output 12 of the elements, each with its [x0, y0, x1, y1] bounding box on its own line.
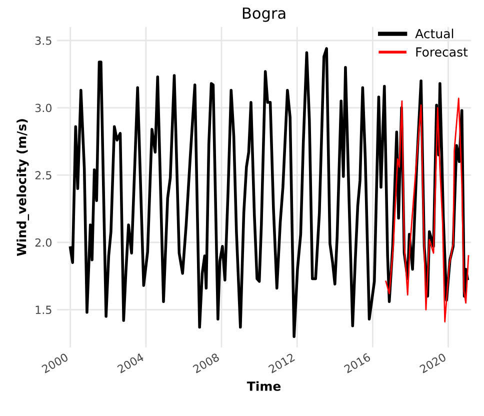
- y-tick-label: 1.5: [36, 306, 52, 314]
- y-axis-title: Wind_velocity (m/s): [16, 119, 30, 256]
- x-axis-title: Time: [246, 381, 281, 391]
- y-tick-label: 3.5: [35, 36, 52, 45]
- y-tick-label: 2.0: [35, 238, 52, 247]
- legend-label: Actual: [415, 28, 454, 38]
- legend-label: Forecast: [416, 47, 468, 57]
- line-series: [385, 98, 470, 322]
- chart-title: Bogra: [242, 8, 286, 22]
- line-series: [68, 47, 469, 338]
- y-tick-label: 2.5: [35, 171, 52, 180]
- y-tick-label: 3.0: [35, 104, 52, 112]
